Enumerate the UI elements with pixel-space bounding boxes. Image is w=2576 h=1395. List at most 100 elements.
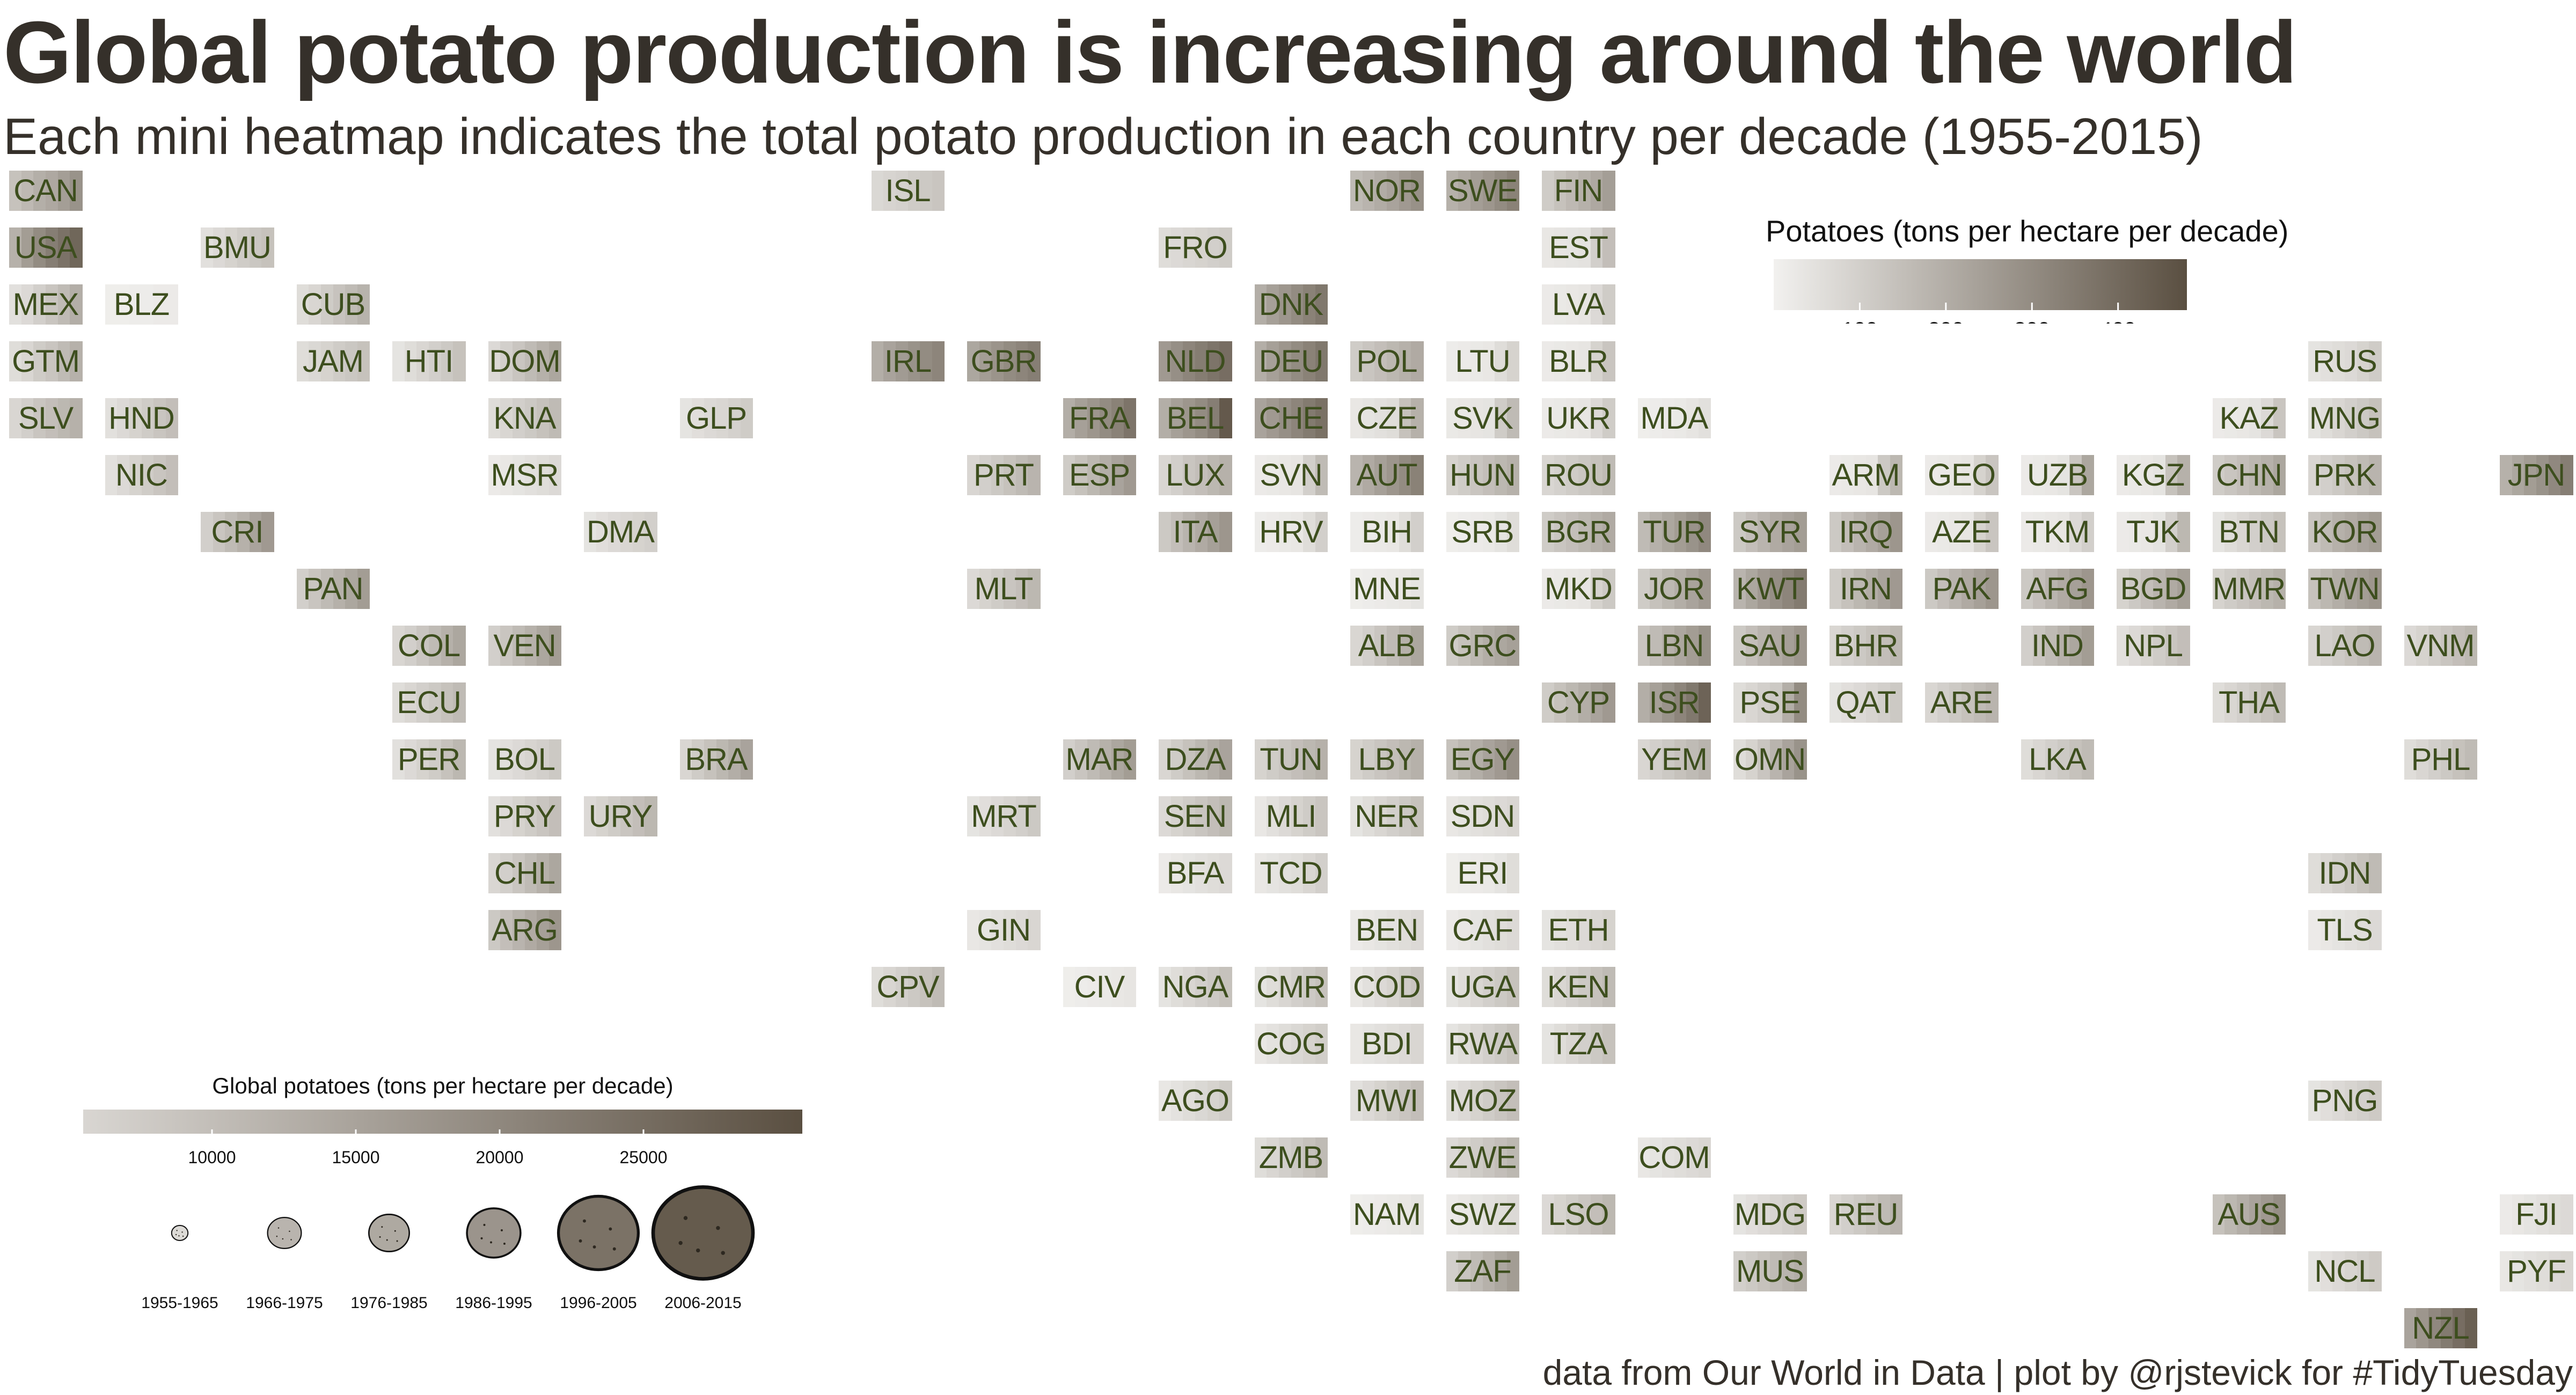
heatmap-cell (632, 512, 645, 552)
heatmap-cell (261, 227, 274, 268)
heatmap-cell (1063, 455, 1075, 495)
country-code-label: FIN (1554, 173, 1603, 208)
heatmap-cell (1362, 512, 1375, 552)
heatmap-cell (1291, 796, 1304, 836)
country-code-label: PYF (2507, 1254, 2566, 1289)
country-code-label: UZB (2027, 458, 2088, 493)
country-tile-ita: ITA (1159, 512, 1232, 552)
country-code-label: YEM (1641, 742, 1708, 777)
heatmap-cell (141, 398, 154, 438)
heatmap-cell (1267, 853, 1279, 893)
heatmap-cell (2369, 626, 2382, 666)
heatmap-cell (2548, 455, 2561, 495)
heatmap-cell (2560, 455, 2573, 495)
country-tile-tls: TLS (2308, 910, 2382, 950)
country-code-label: MOZ (1448, 1083, 1517, 1118)
heatmap-cell (967, 341, 980, 381)
heatmap-cell (1794, 626, 1807, 666)
country-tile-lby: LBY (1350, 739, 1424, 780)
heatmap-cell (1350, 910, 1363, 950)
heatmap-cell (1794, 512, 1807, 552)
heatmap-cell (1291, 341, 1304, 381)
heatmap-cell (1374, 171, 1387, 211)
heatmap-cell (117, 398, 130, 438)
decade-label: 1996-2005 (560, 1294, 636, 1312)
heatmap-cell (1962, 569, 1974, 609)
country-tile-tza: TZA (1542, 1024, 1615, 1064)
country-code-label: GBR (970, 344, 1037, 379)
country-code-label: IND (2031, 628, 2084, 663)
heatmap-cell (2332, 512, 2345, 552)
heatmap-cell (1554, 910, 1567, 950)
heatmap-cell (1674, 682, 1687, 723)
country-tile-chl: CHL (488, 853, 562, 893)
country-code-label: JOR (1644, 571, 1705, 606)
country-code-label: PRT (974, 458, 1034, 493)
heatmap-cell (1170, 227, 1183, 268)
country-code-label: IDN (2318, 856, 2372, 891)
country-code-label: GLP (685, 401, 747, 436)
heatmap-cell (1315, 853, 1328, 893)
country-code-label: HTI (404, 344, 453, 379)
heatmap-cell (1362, 171, 1375, 211)
heatmap-cell (2345, 341, 2358, 381)
heatmap-cell (1170, 341, 1183, 381)
heatmap-cell (537, 626, 550, 666)
heatmap-cell (1374, 796, 1387, 836)
country-tile-bdi: BDI (1350, 1024, 1424, 1064)
country-tile-swe: SWE (1446, 171, 1520, 211)
heatmap-cell (1411, 171, 1424, 211)
country-code-label: GRC (1448, 628, 1517, 663)
heatmap-cell (2512, 455, 2524, 495)
heatmap-cell (1254, 512, 1267, 552)
country-code-label: MLT (974, 571, 1034, 606)
heatmap-cell (524, 910, 537, 950)
heatmap-cell (392, 739, 405, 780)
heatmap-cell (1578, 171, 1591, 211)
heatmap-cell (1195, 739, 1208, 780)
country-tile-uga: UGA (1446, 967, 1520, 1007)
country-tile-mlt: MLT (967, 569, 1041, 609)
heatmap-cell (512, 796, 525, 836)
heatmap-cell (153, 455, 166, 495)
heatmap-cell (2081, 512, 2095, 552)
heatmap-cell (2069, 512, 2082, 552)
country-code-label: KGZ (2121, 458, 2185, 493)
heatmap-cell (908, 171, 920, 211)
heatmap-cell (488, 796, 501, 836)
country-code-label: ARG (492, 913, 558, 948)
heatmap-cell (512, 910, 525, 950)
heatmap-cell (1170, 455, 1183, 495)
heatmap-cell (345, 284, 358, 325)
heatmap-cell (1315, 739, 1328, 780)
heatmap-cell (1973, 455, 1986, 495)
country-tile-rus: RUS (2308, 341, 2382, 381)
heatmap-cell (1637, 682, 1650, 723)
heatmap-cell (1387, 512, 1400, 552)
country-tile-grc: GRC (1446, 626, 1520, 666)
heatmap-cell (2332, 455, 2345, 495)
heatmap-cell (9, 171, 22, 211)
heatmap-cell (1315, 284, 1328, 325)
country-code-label: THA (2219, 685, 2280, 720)
heatmap-cell (249, 227, 262, 268)
heatmap-cell (309, 569, 321, 609)
heatmap-cell (1123, 739, 1137, 780)
heatmap-cell (1399, 512, 1411, 552)
country-code-label: USA (14, 230, 77, 265)
country-tile-mex: MEX (9, 284, 83, 325)
country-tile-mar: MAR (1063, 739, 1137, 780)
heatmap-cell (1350, 796, 1363, 836)
heatmap-cell (1733, 512, 1746, 552)
heatmap-cell (1315, 796, 1328, 836)
heatmap-cell (1782, 512, 1795, 552)
heatmap-cell (620, 512, 633, 552)
heatmap-cell (404, 682, 417, 723)
country-code-label: MSR (491, 458, 559, 493)
country-code-label: KEN (1547, 970, 1610, 1004)
heatmap-cell (2345, 455, 2358, 495)
country-code-label: RUS (2312, 344, 2377, 379)
heatmap-cell (2369, 341, 2382, 381)
heatmap-cell (1291, 455, 1304, 495)
heatmap-cell (500, 739, 513, 780)
